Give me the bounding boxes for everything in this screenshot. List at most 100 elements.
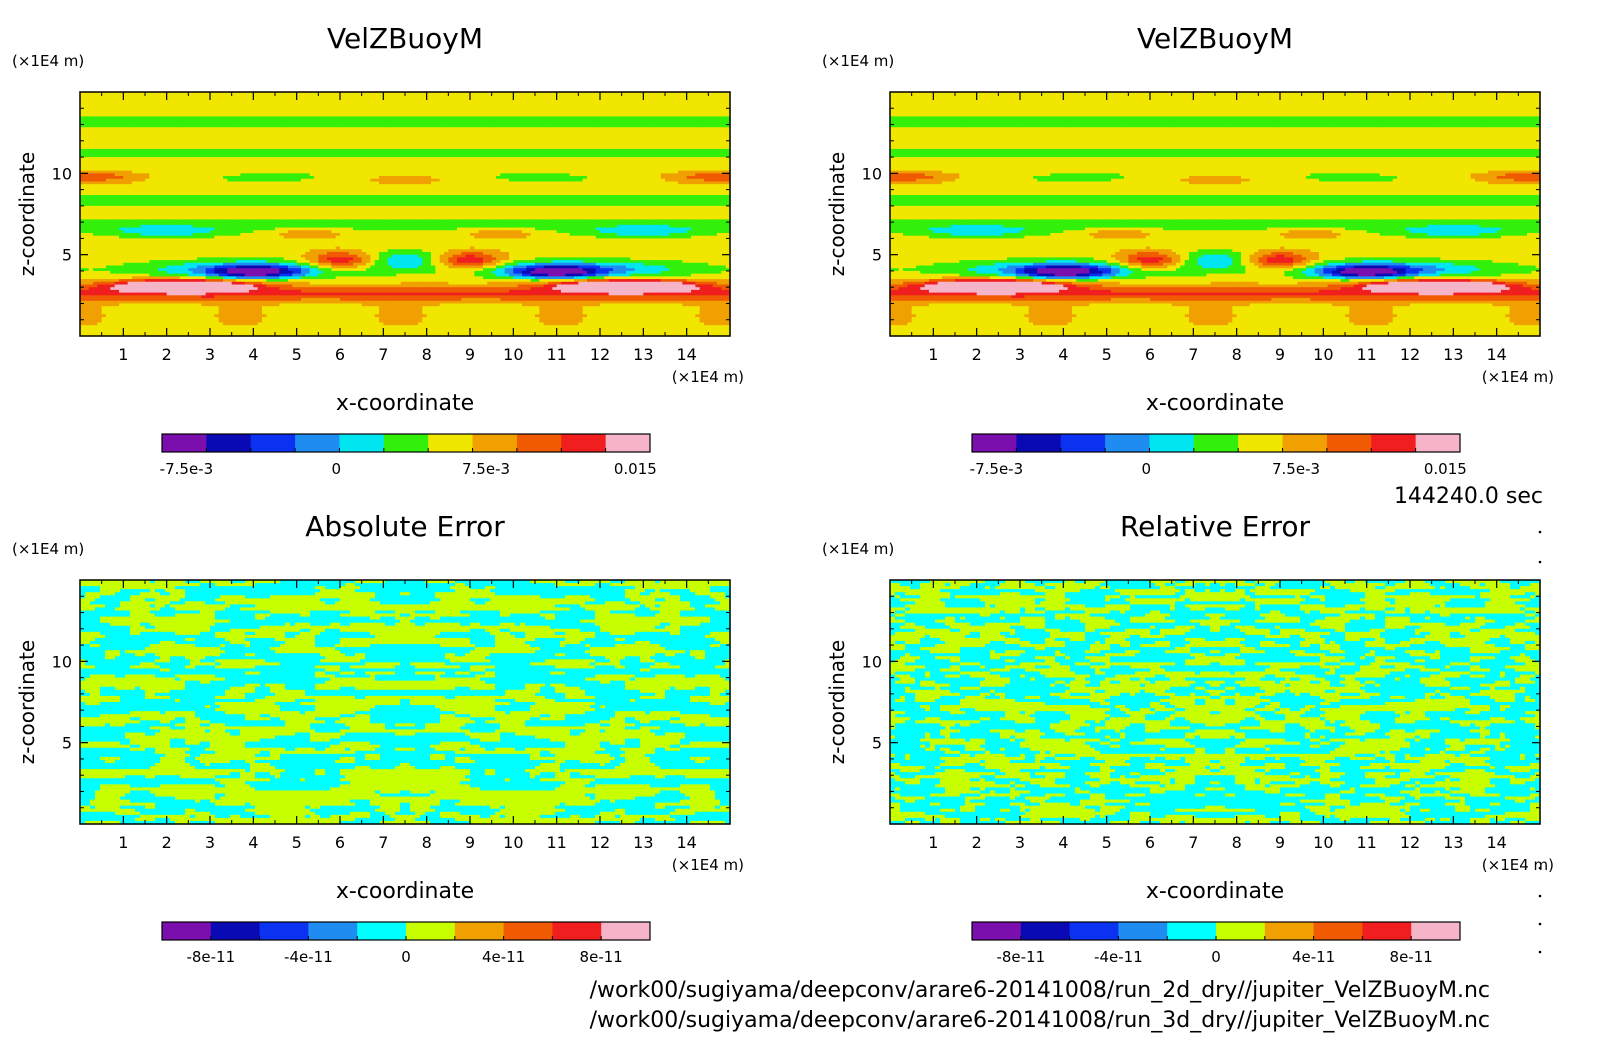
colorbar-tick-label: -7.5e-3	[160, 460, 213, 478]
colorbar-tick-label: -8e-11	[996, 948, 1045, 966]
margin-dot	[1539, 867, 1542, 870]
x-axis-title: x-coordinate	[336, 879, 474, 904]
x-tick-label: 8	[422, 345, 432, 364]
x-tick-label: 12	[1400, 833, 1420, 852]
colorbar-swatch	[1411, 922, 1460, 940]
x-tick-label: 4	[1058, 345, 1068, 364]
colorbar-swatch	[260, 922, 309, 940]
x-axis-title: x-coordinate	[336, 391, 474, 416]
x-axis-title: x-coordinate	[1146, 391, 1284, 416]
margin-dot	[1539, 923, 1542, 926]
y-tick-label: 5	[62, 734, 72, 753]
colorbar-swatch	[601, 922, 650, 940]
colorbar-swatch	[972, 434, 1017, 452]
colorbar-swatch	[251, 434, 296, 452]
y-tick-label: 10	[52, 164, 72, 183]
x-tick-label: 6	[335, 833, 345, 852]
colorbar-swatch	[206, 434, 251, 452]
x-tick-label: 9	[465, 833, 475, 852]
x-tick-label: 1	[928, 833, 938, 852]
x-tick-label: 4	[248, 345, 258, 364]
colorbar-tick-label: 0	[401, 948, 411, 966]
x-tick-label: 8	[1232, 345, 1242, 364]
colorbar-swatch	[1362, 922, 1411, 940]
x-tick-label: 6	[335, 345, 345, 364]
x-tick-label: 5	[1102, 833, 1112, 852]
colorbar-swatch	[1283, 434, 1328, 452]
x-tick-label: 11	[546, 345, 566, 364]
y-tick-label: 10	[862, 164, 882, 183]
chart-title: Relative Error	[1120, 510, 1311, 543]
colorbar-swatch	[1167, 922, 1216, 940]
x-unit-label: (×1E4 m)	[672, 856, 744, 874]
colorbar-swatch	[1149, 434, 1194, 452]
colorbar-tick-label: 0	[1211, 948, 1221, 966]
x-tick-label: 12	[1400, 345, 1420, 364]
contour-field	[80, 92, 731, 337]
colorbar-tick-label: 0.015	[614, 460, 657, 478]
x-unit-label: (×1E4 m)	[1482, 856, 1554, 874]
y-unit-label: (×1E4 m)	[822, 540, 894, 558]
contour-field	[890, 92, 1541, 337]
y-tick-label: 5	[872, 246, 882, 265]
x-tick-label: 11	[1356, 345, 1376, 364]
x-tick-label: 10	[503, 833, 523, 852]
colorbar: -8e-11 -4e-11 0 4e-11 8e-11	[972, 922, 1461, 966]
x-tick-label: 6	[1145, 833, 1155, 852]
colorbar-swatch	[473, 434, 518, 452]
colorbar-swatch	[1070, 922, 1119, 940]
x-tick-label: 8	[1232, 833, 1242, 852]
colorbar: -8e-11 -4e-11 0 4e-11 8e-11	[162, 922, 651, 966]
colorbar-swatch	[455, 922, 504, 940]
chart-panel-1: VelZBuoyM(×1E4 m)1 2 3 4 5 6 7 8 9 10 11 12 13 14510(…	[12, 22, 744, 478]
colorbar-swatch	[1327, 434, 1372, 452]
file-path-3d: /work00/sugiyama/deepconv/arare6-2014100…	[590, 1008, 1490, 1033]
x-tick-label: 5	[292, 833, 302, 852]
colorbar-swatch	[211, 922, 260, 940]
colorbar-tick-label: 8e-11	[580, 948, 623, 966]
colorbar-tick-label: 0	[1141, 460, 1151, 478]
colorbar-swatch	[561, 434, 606, 452]
colorbar-swatch	[308, 922, 357, 940]
margin-dot	[1539, 561, 1542, 564]
file-path-2d: /work00/sugiyama/deepconv/arare6-2014100…	[590, 978, 1490, 1003]
x-tick-label: 1	[118, 345, 128, 364]
x-tick-label: 11	[546, 833, 566, 852]
chart-panel-4: Relative Error(×1E4 m)1 2 3 4 5 6 7 8 9 10 11 12 13 1…	[822, 510, 1554, 966]
colorbar-swatch	[1238, 434, 1283, 452]
y-axis-title: z-coordinate	[15, 152, 39, 276]
x-tick-label: 2	[972, 833, 982, 852]
colorbar-swatch	[357, 922, 406, 940]
x-tick-label: 11	[1356, 833, 1376, 852]
x-tick-label: 2	[162, 345, 172, 364]
colorbar-tick-label: 4e-11	[1292, 948, 1335, 966]
x-tick-label: 13	[1443, 833, 1463, 852]
colorbar-swatch	[406, 922, 455, 940]
colorbar-swatch	[428, 434, 473, 452]
colorbar-swatch	[1021, 922, 1070, 940]
x-tick-label: 12	[590, 345, 610, 364]
x-unit-label: (×1E4 m)	[672, 368, 744, 386]
x-tick-label: 9	[465, 345, 475, 364]
x-tick-label: 10	[1313, 833, 1333, 852]
colorbar-swatch	[552, 922, 601, 940]
margin-dot	[1539, 531, 1542, 534]
colorbar-tick-label: -7.5e-3	[970, 460, 1023, 478]
colorbar-tick-label: 7.5e-3	[462, 460, 510, 478]
x-tick-label: 7	[1188, 345, 1198, 364]
colorbar-swatch	[1016, 434, 1061, 452]
colorbar-tick-label: 0.015	[1424, 460, 1467, 478]
colorbar-tick-label: 8e-11	[1390, 948, 1433, 966]
y-tick-label: 5	[62, 246, 72, 265]
chart-panel-2: VelZBuoyM(×1E4 m)1 2 3 4 5 6 7 8 9 10 11 12 13 14510(…	[822, 22, 1554, 478]
x-tick-label: 14	[676, 833, 696, 852]
y-unit-label: (×1E4 m)	[822, 52, 894, 70]
colorbar-swatch	[1371, 434, 1416, 452]
x-tick-label: 4	[1058, 833, 1068, 852]
x-tick-label: 1	[118, 833, 128, 852]
contour-field	[890, 580, 1541, 825]
colorbar: -7.5e-3 0 7.5e-3 0.015	[970, 434, 1467, 478]
y-axis-title: z-coordinate	[825, 640, 849, 764]
colorbar-swatch	[1061, 434, 1106, 452]
x-tick-label: 2	[162, 833, 172, 852]
